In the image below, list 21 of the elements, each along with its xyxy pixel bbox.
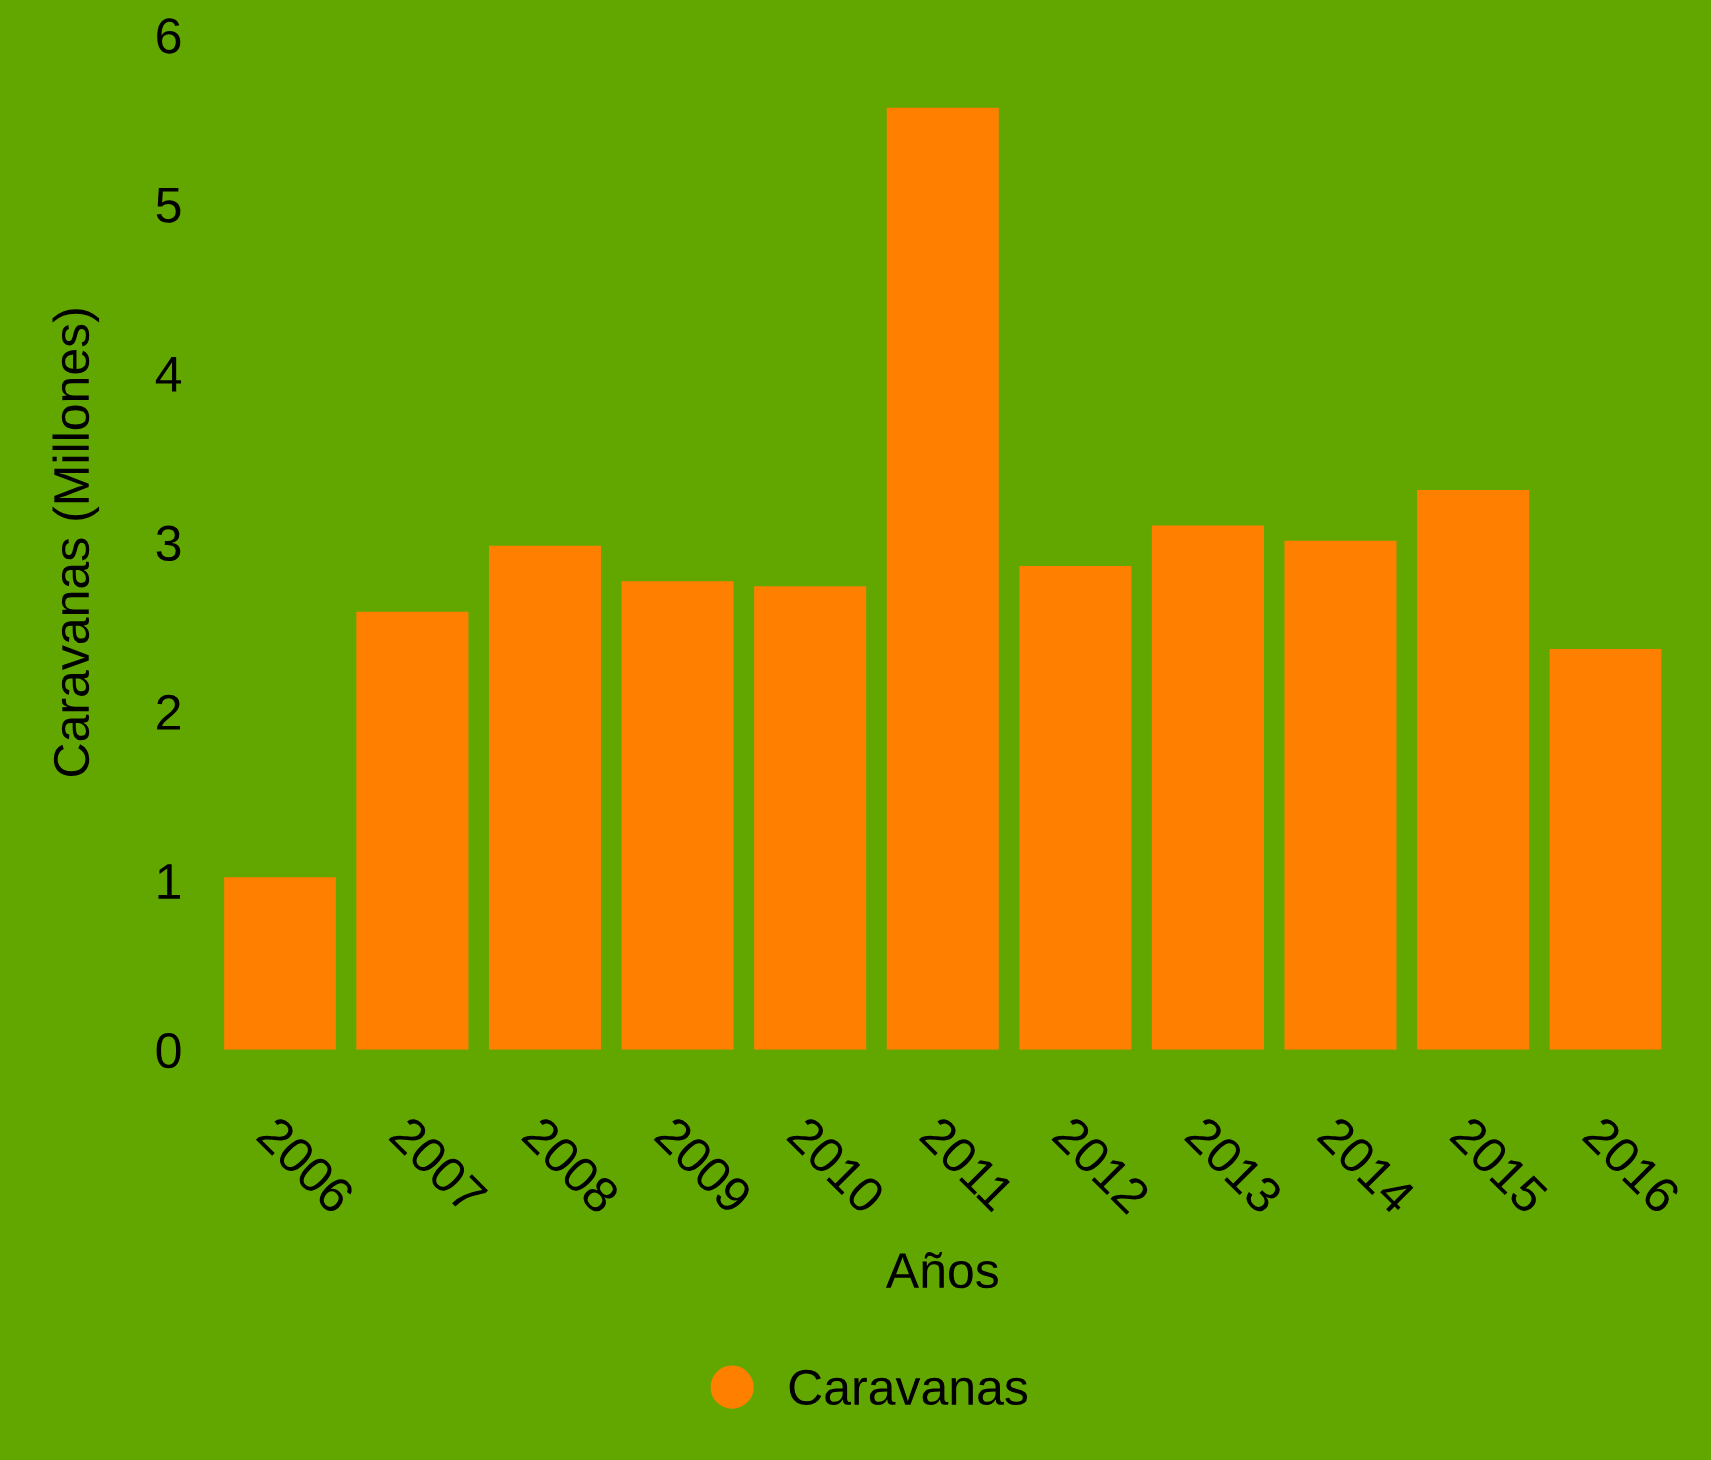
y-tick-label: 5 xyxy=(156,187,181,223)
bar xyxy=(1284,540,1397,1050)
y-tick-label: 4 xyxy=(155,356,182,392)
y-tick-label: 1 xyxy=(158,864,181,899)
y-tick-label: 3 xyxy=(156,525,181,561)
x-axis-title: Años xyxy=(885,1251,998,1289)
y-tick-label: 0 xyxy=(156,1032,181,1069)
bar xyxy=(621,581,734,1050)
bar xyxy=(754,586,867,1050)
bar xyxy=(224,877,336,1050)
y-tick-label: 6 xyxy=(157,18,181,54)
y-axis-title: Caravanas (Millones) xyxy=(52,309,100,777)
y-tick-label: 2 xyxy=(157,694,180,730)
bar xyxy=(356,611,469,1050)
bar xyxy=(1019,566,1132,1050)
bar xyxy=(886,107,999,1050)
bar xyxy=(488,545,602,1050)
bar xyxy=(1549,648,1662,1050)
bar xyxy=(1417,489,1530,1050)
legend-label: Caravanas xyxy=(789,1369,1028,1406)
bar xyxy=(1151,525,1264,1050)
